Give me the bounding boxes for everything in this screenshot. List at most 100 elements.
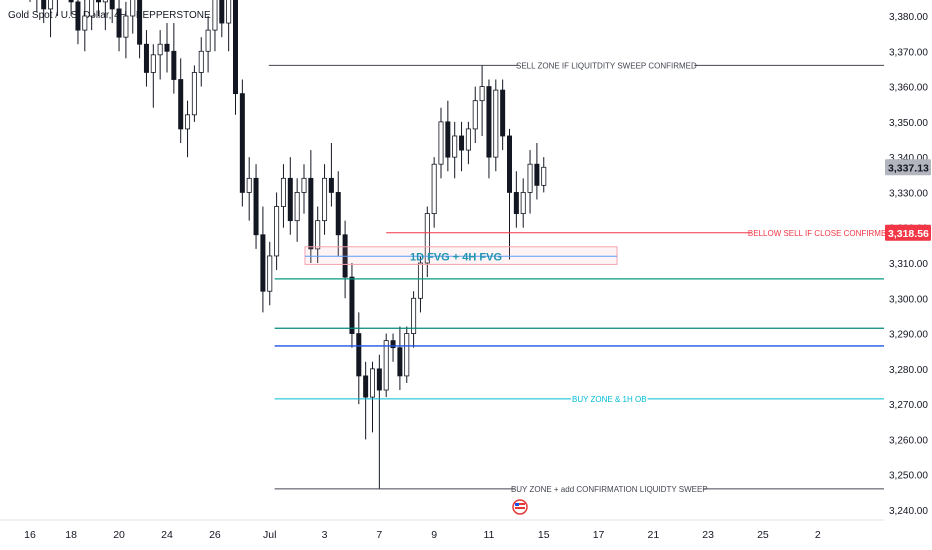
- candle: [424, 213, 430, 264]
- candle: [335, 192, 341, 236]
- candle: [513, 192, 519, 215]
- alert-price-tag: 3,318.56: [885, 224, 931, 241]
- candle: [150, 54, 156, 73]
- candle: [82, 15, 88, 31]
- x-tick-label: 23: [702, 529, 714, 541]
- candle: [205, 29, 211, 52]
- candle: [239, 93, 245, 193]
- candle: [411, 297, 417, 334]
- svg-text:3,337.13: 3,337.13: [888, 162, 929, 174]
- candle: [253, 177, 259, 236]
- candle: [356, 333, 362, 377]
- candle: [541, 166, 547, 186]
- fvg-zone[interactable]: 1D FVG + 4H FVG: [304, 246, 618, 265]
- candle: [376, 368, 382, 391]
- candle: [308, 177, 314, 250]
- y-tick-label: 3,240.00: [889, 506, 928, 517]
- candle: [287, 177, 293, 222]
- y-tick-label: 3,310.00: [889, 259, 928, 270]
- x-tick-label: 3: [322, 529, 328, 541]
- level-line[interactable]: BUY ZONE + add CONFIRMATION LIQUIDTY SWE…: [274, 485, 884, 494]
- candle: [315, 220, 321, 250]
- candle: [459, 135, 465, 151]
- candles: [29, 0, 547, 489]
- x-tick-label: Jul: [263, 529, 276, 541]
- y-tick-label: 3,290.00: [889, 330, 928, 341]
- x-tick-label: 25: [757, 529, 769, 541]
- candle: [137, 0, 143, 45]
- candle: [68, 0, 74, 3]
- candle: [486, 86, 492, 158]
- candle: [130, 0, 136, 17]
- candle: [219, 0, 225, 24]
- candle: [185, 114, 191, 130]
- candle: [493, 89, 499, 158]
- candle: [417, 262, 423, 299]
- x-tick-label: 24: [161, 529, 173, 541]
- candle: [143, 43, 149, 73]
- candle: [48, 0, 54, 10]
- candle: [75, 1, 81, 31]
- x-tick-label: 2: [815, 529, 821, 541]
- candle: [438, 121, 444, 165]
- candle: [363, 375, 369, 398]
- candle: [383, 340, 389, 391]
- candle: [397, 347, 403, 377]
- candle: [89, 0, 95, 17]
- candle: [328, 177, 334, 193]
- candle: [164, 43, 170, 52]
- candle: [465, 128, 471, 151]
- candle: [322, 177, 328, 222]
- candle: [198, 50, 204, 73]
- y-tick-label: 3,260.00: [889, 435, 928, 446]
- y-tick-label: 3,300.00: [889, 294, 928, 305]
- x-tick-label: 17: [593, 529, 605, 541]
- level-label: BELLOW SELL IF CLOSE CONFIRMED: [748, 229, 892, 238]
- candle: [260, 234, 266, 292]
- candle: [178, 79, 184, 130]
- candle: [157, 43, 163, 56]
- candle: [109, 0, 115, 10]
- candle: [301, 177, 307, 193]
- level-label: BUY ZONE + add CONFIRMATION LIQUIDTY SWE…: [511, 485, 708, 494]
- candle: [280, 177, 286, 207]
- candle: [445, 121, 451, 158]
- fvg-label: 1D FVG + 4H FVG: [410, 251, 502, 263]
- candle: [452, 135, 458, 158]
- candle: [369, 368, 375, 398]
- level-line[interactable]: BUY ZONE & 1H OB: [274, 395, 884, 404]
- level-label: BUY ZONE & 1H OB: [572, 395, 647, 404]
- svg-text:3,318.56: 3,318.56: [888, 228, 929, 240]
- candle: [102, 0, 108, 3]
- candle: [246, 177, 252, 193]
- y-tick-label: 3,330.00: [889, 188, 928, 199]
- candle: [226, 0, 232, 24]
- candle: [349, 276, 355, 334]
- candle: [500, 89, 506, 137]
- economic-event-icon[interactable]: [512, 499, 528, 515]
- candle: [96, 0, 102, 3]
- candle: [390, 340, 396, 349]
- last-price-tag: 3,337.13: [885, 159, 931, 176]
- x-tick-label: 15: [538, 529, 550, 541]
- y-tick-label: 3,370.00: [889, 47, 928, 58]
- y-tick-label: 3,340.00: [889, 153, 928, 164]
- x-tick-label: 21: [648, 529, 660, 541]
- y-tick-label: 3,250.00: [889, 471, 928, 482]
- x-tick-label: 26: [209, 529, 221, 541]
- level-line[interactable]: SELL ZONE IF LIQUITDITY SWEEP CONFIRMED: [268, 61, 884, 70]
- candle: [274, 206, 280, 257]
- y-tick-label: 3,360.00: [889, 83, 928, 94]
- candle: [191, 72, 197, 116]
- price-axis[interactable]: [885, 0, 932, 550]
- candle: [267, 255, 273, 292]
- candle: [520, 192, 526, 215]
- x-tick-label: 16: [24, 529, 36, 541]
- x-tick-label: 11: [483, 529, 494, 541]
- candle: [506, 135, 512, 193]
- level-line[interactable]: BELLOW SELL IF CLOSE CONFIRMED: [386, 229, 892, 238]
- candle: [527, 163, 533, 193]
- candle: [232, 0, 238, 95]
- x-tick-label: 9: [431, 529, 437, 541]
